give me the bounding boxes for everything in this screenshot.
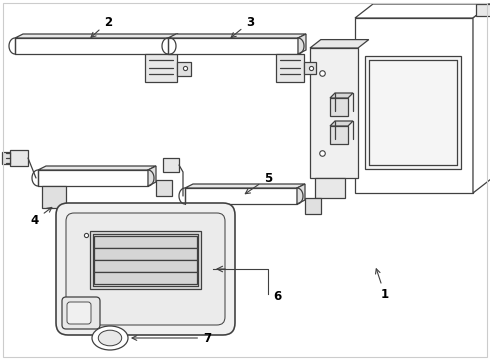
Polygon shape [305, 198, 321, 214]
Polygon shape [310, 40, 369, 48]
Polygon shape [473, 4, 490, 193]
Polygon shape [177, 62, 191, 76]
Polygon shape [476, 4, 490, 16]
Text: 6: 6 [273, 291, 281, 303]
Polygon shape [330, 98, 348, 116]
FancyBboxPatch shape [62, 297, 100, 329]
Polygon shape [330, 121, 353, 126]
Polygon shape [297, 184, 305, 204]
Polygon shape [185, 184, 305, 188]
Polygon shape [145, 54, 177, 82]
Polygon shape [298, 34, 306, 54]
Polygon shape [94, 236, 197, 248]
Text: 4: 4 [31, 207, 52, 226]
Polygon shape [156, 180, 172, 196]
Polygon shape [38, 166, 156, 170]
Polygon shape [42, 186, 66, 208]
Polygon shape [38, 170, 148, 186]
Polygon shape [163, 158, 179, 172]
Polygon shape [355, 18, 473, 193]
FancyBboxPatch shape [56, 203, 235, 335]
Polygon shape [276, 54, 304, 82]
Polygon shape [304, 62, 316, 74]
FancyBboxPatch shape [66, 213, 225, 325]
Polygon shape [148, 166, 156, 186]
Polygon shape [94, 248, 197, 260]
Ellipse shape [98, 330, 122, 346]
Polygon shape [315, 178, 345, 198]
Polygon shape [185, 188, 297, 204]
Text: 1: 1 [375, 269, 389, 302]
Polygon shape [168, 34, 306, 38]
Polygon shape [310, 48, 358, 178]
Polygon shape [15, 38, 170, 54]
Polygon shape [94, 272, 197, 284]
Ellipse shape [92, 326, 128, 350]
Polygon shape [90, 231, 201, 289]
Polygon shape [168, 38, 298, 54]
Polygon shape [2, 152, 10, 164]
Polygon shape [355, 4, 490, 18]
Text: 2: 2 [91, 15, 112, 37]
Polygon shape [94, 260, 197, 272]
Polygon shape [330, 93, 353, 98]
Text: 7: 7 [132, 332, 211, 345]
Polygon shape [10, 150, 28, 166]
Polygon shape [365, 56, 461, 169]
Polygon shape [330, 126, 348, 144]
Text: 5: 5 [245, 171, 272, 194]
FancyBboxPatch shape [67, 302, 91, 324]
Text: 3: 3 [231, 15, 254, 37]
Polygon shape [170, 34, 178, 54]
Polygon shape [15, 34, 178, 38]
